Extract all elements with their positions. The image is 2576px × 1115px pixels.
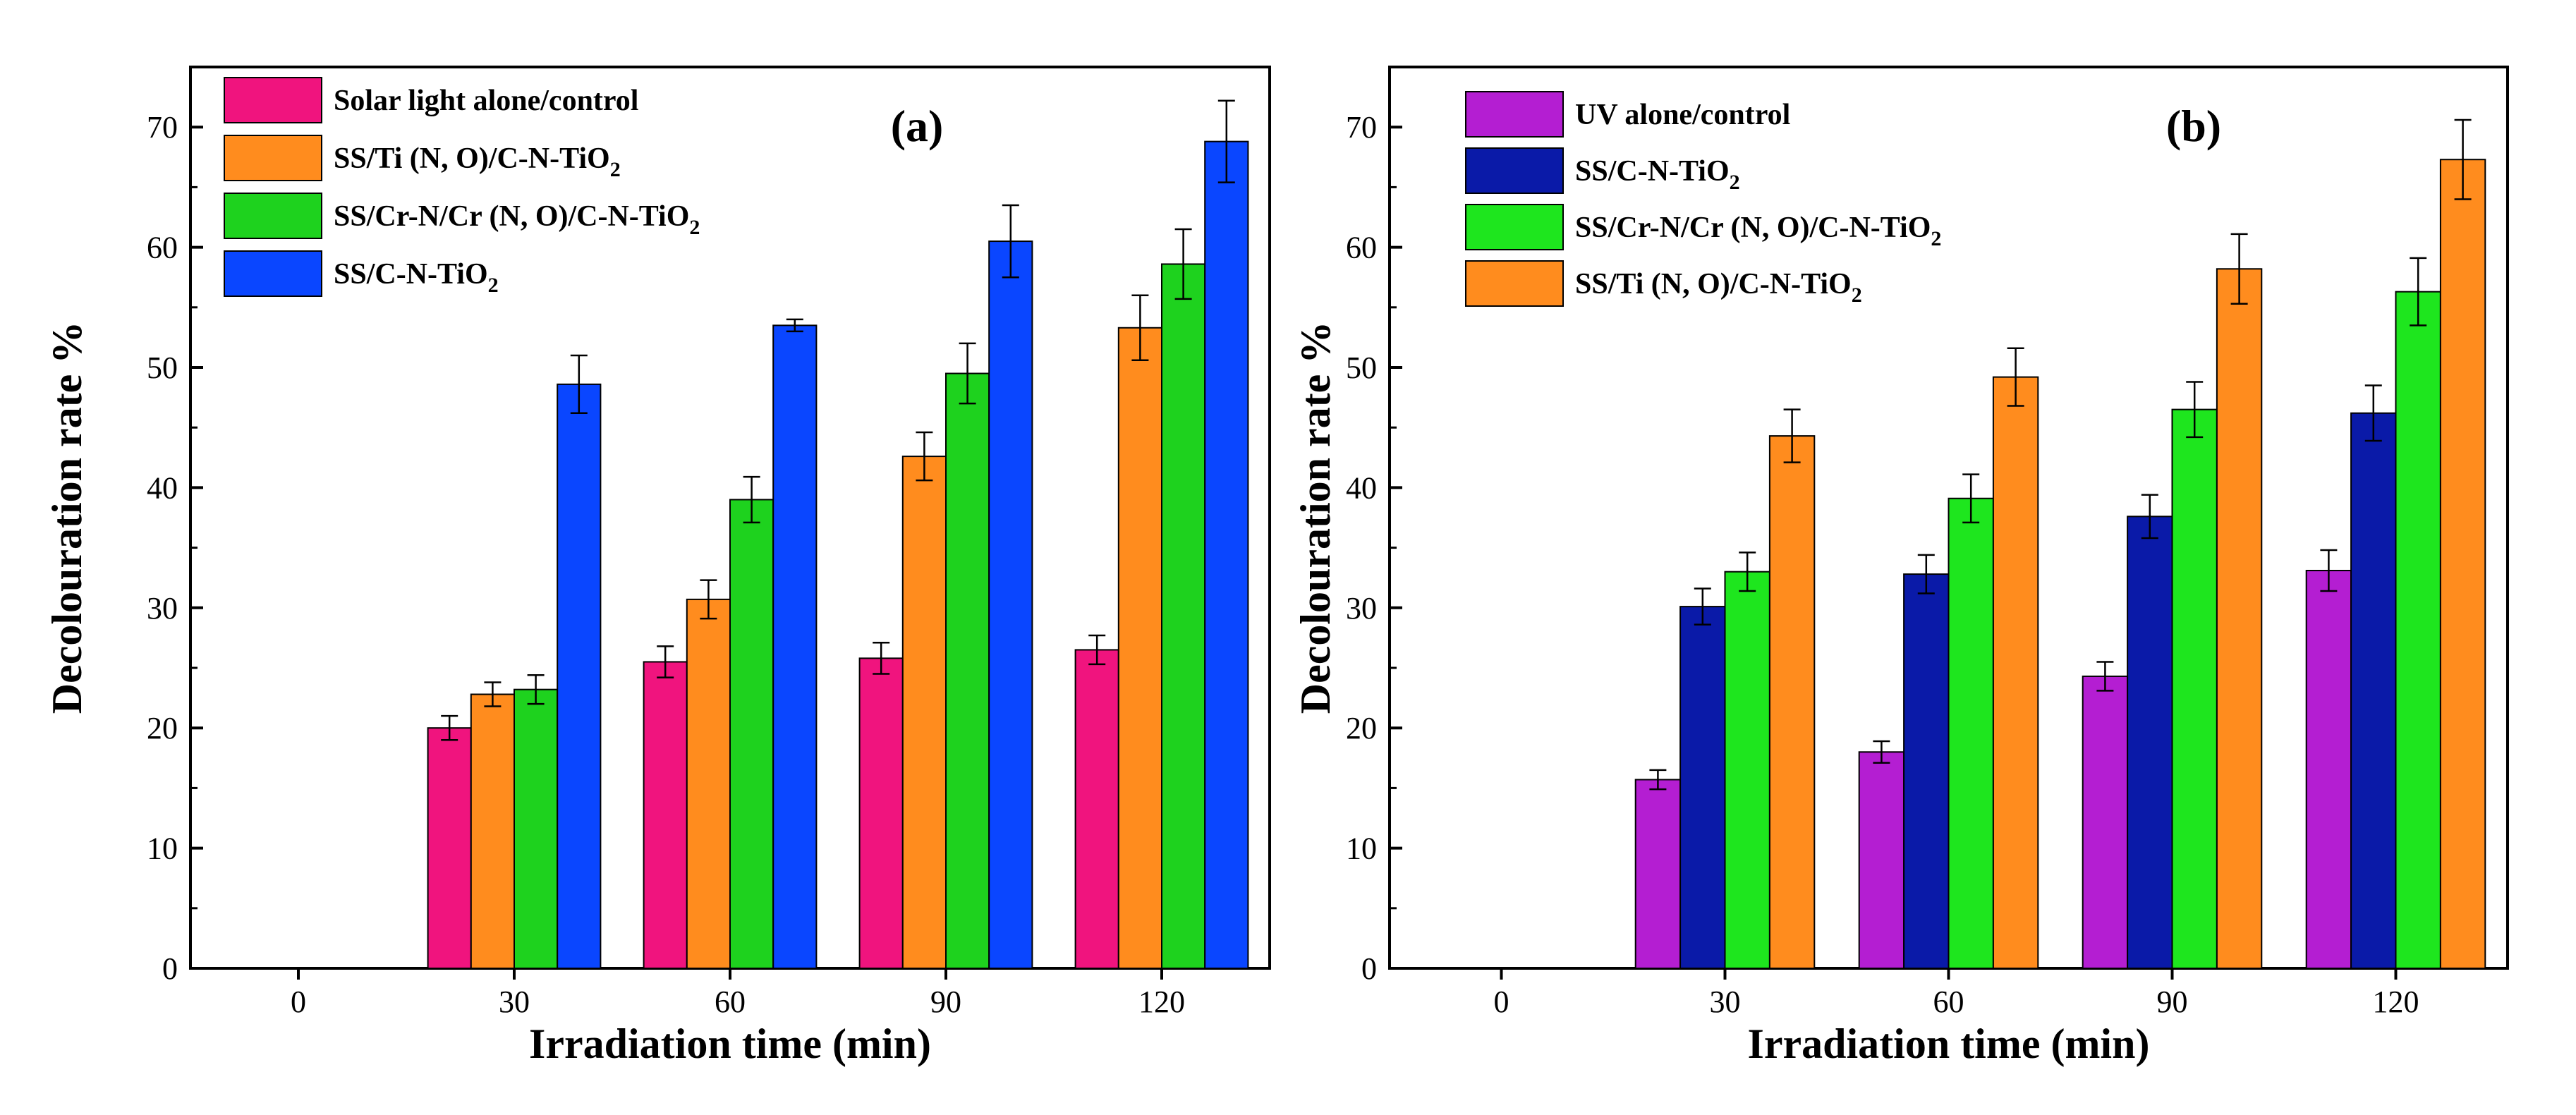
bar xyxy=(1724,571,1770,969)
bar xyxy=(1117,327,1163,969)
x-tick-label: 0 xyxy=(1494,985,1509,1019)
legend-label: SS/Ti (N, O)/C-N-TiO2 xyxy=(334,142,621,181)
y-tick-label: 30 xyxy=(1346,591,1377,626)
bar xyxy=(1858,751,1905,970)
bar xyxy=(470,693,515,969)
x-tick-label: 60 xyxy=(1933,985,1964,1019)
x-tick-label: 30 xyxy=(1710,985,1741,1019)
bar xyxy=(988,240,1033,970)
x-tick-label: 120 xyxy=(1138,985,1185,1019)
x-axis-title: Irradiation time (min) xyxy=(1748,1020,2150,1067)
bar xyxy=(729,499,774,969)
panel-a: 0 10 20 30 40 50 60 70 0 30 60 90 120 Solar light alo… xyxy=(44,66,1271,1067)
y-tick-label: 0 xyxy=(1361,951,1377,986)
bar xyxy=(1948,497,1994,969)
bar xyxy=(858,657,904,969)
bar xyxy=(557,383,602,969)
bar xyxy=(686,598,731,969)
legend-swatch xyxy=(1465,204,1564,250)
legend-swatch xyxy=(1465,91,1564,138)
bar xyxy=(1074,649,1119,969)
y-tick-label: 20 xyxy=(1346,711,1377,745)
legend-swatch xyxy=(224,193,322,239)
bar xyxy=(901,456,947,969)
y-axis-title: Decolouration rate % xyxy=(44,322,90,714)
x-tick-label: 120 xyxy=(2373,985,2419,1019)
bar xyxy=(427,727,472,969)
bar xyxy=(2395,291,2441,969)
y-tick-label: 10 xyxy=(1346,831,1377,866)
bar xyxy=(1768,435,1816,969)
legend-label: SS/Cr-N/Cr (N, O)/C-N-TiO2 xyxy=(1575,212,1941,250)
bar xyxy=(2439,159,2486,969)
bar xyxy=(1204,140,1249,970)
legend-label: Solar light alone/control xyxy=(334,85,638,117)
x-tick-label: 0 xyxy=(291,985,306,1019)
bar xyxy=(2216,268,2263,970)
legend-label: SS/Ti (N, O)/C-N-TiO2 xyxy=(1575,268,1862,307)
bar xyxy=(2082,675,2129,969)
y-tick-label: 0 xyxy=(162,951,178,986)
x-tick-label: 90 xyxy=(930,985,961,1019)
panel-b: 0 10 20 30 40 50 60 70 0 30 60 90 120 UV alone/contro… xyxy=(1292,66,2509,1067)
bar xyxy=(1634,779,1682,970)
legend-label: SS/C-N-TiO2 xyxy=(334,258,499,297)
bar xyxy=(1679,606,1726,969)
bar xyxy=(1903,573,1950,969)
legend-label: UV alone/control xyxy=(1575,99,1790,131)
legend-swatch xyxy=(224,77,322,123)
legend-swatch xyxy=(224,135,322,181)
x-tick-label: 30 xyxy=(499,985,530,1019)
y-tick-label: 20 xyxy=(147,711,178,745)
y-tick-label: 70 xyxy=(147,110,178,145)
bar xyxy=(514,688,559,969)
y-tick-label: 50 xyxy=(147,351,178,385)
bar xyxy=(1992,376,2039,969)
x-axis-title: Irradiation time (min) xyxy=(529,1020,931,1067)
legend-label: SS/Cr-N/Cr (N, O)/C-N-TiO2 xyxy=(334,200,700,239)
x-tick-label: 90 xyxy=(2157,985,2188,1019)
bar xyxy=(2171,408,2218,969)
bar xyxy=(945,372,990,969)
y-tick-label: 40 xyxy=(1346,470,1377,505)
bar xyxy=(2127,516,2173,969)
bar xyxy=(643,661,688,969)
y-tick-label: 60 xyxy=(1346,231,1377,265)
y-tick-label: 30 xyxy=(147,591,178,626)
bar xyxy=(2305,569,2352,969)
x-tick-label: 60 xyxy=(715,985,746,1019)
y-tick-label: 70 xyxy=(1346,110,1377,145)
y-tick-label: 10 xyxy=(147,831,178,866)
y-tick-label: 50 xyxy=(1346,351,1377,385)
y-tick-label: 60 xyxy=(147,231,178,265)
bar xyxy=(772,324,818,969)
bar xyxy=(1161,263,1206,969)
bar xyxy=(2350,412,2397,969)
legend-swatch xyxy=(224,250,322,297)
y-axis-title: Decolouration rate % xyxy=(1292,322,1339,714)
y-tick-label: 40 xyxy=(147,470,178,505)
panel-label: (b) xyxy=(2166,101,2221,151)
legend-swatch xyxy=(1465,147,1564,194)
legend-label: SS/C-N-TiO2 xyxy=(1575,155,1740,194)
legend-swatch xyxy=(1465,260,1564,307)
panel-label: (a) xyxy=(891,101,944,151)
